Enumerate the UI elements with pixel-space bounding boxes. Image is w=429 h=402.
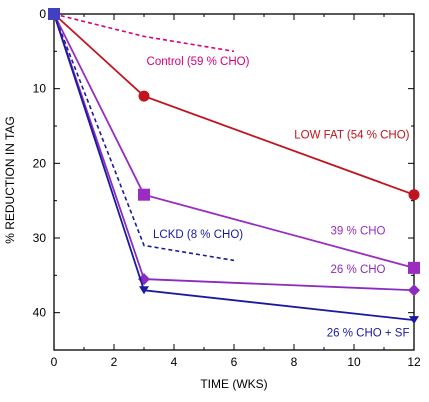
- y-tick-label: 40: [33, 306, 47, 320]
- series-lckd-8-cho: [48, 8, 235, 262]
- x-axis-title: TIME (WKS): [200, 377, 267, 391]
- x-tick-label: 4: [171, 355, 178, 369]
- point-low-fat-54-cho: [408, 189, 420, 201]
- series-layer: [48, 8, 420, 325]
- series-line-low-fat-54-cho: [53, 13, 415, 196]
- series-label-lckd-8-cho: LCKD (8 % CHO): [153, 229, 243, 241]
- point-39-cho: [138, 188, 150, 201]
- x-tick-label: 8: [291, 355, 298, 369]
- series-label-low-fat-54-cho: LOW FAT (54 % CHO): [294, 130, 409, 142]
- x-tick-label: 10: [347, 355, 361, 369]
- y-axis-title: % REDUCTION IN TAG: [3, 116, 17, 244]
- series-label-26-cho-sf: 26 % CHO + SF: [327, 328, 410, 340]
- series-label-26-cho: 26 % CHO: [331, 264, 386, 276]
- x-tick-label: 2: [111, 355, 118, 369]
- point-26-cho-sf: [139, 286, 149, 295]
- x-tick-label: 0: [51, 355, 58, 369]
- axes: 0 2 4 6 8 10 12 0 10 20 30 40: [33, 7, 421, 369]
- series-26-cho-sf: [48, 8, 419, 325]
- point-low-fat-54-cho: [138, 90, 150, 102]
- x-tick-label: 12: [407, 355, 421, 369]
- y-tick-label: 10: [33, 82, 47, 96]
- point-26-cho: [408, 284, 420, 297]
- y-tick-label: 30: [33, 231, 47, 245]
- point-39-cho: [408, 261, 420, 274]
- series-label-control-59-cho: Control (59 % CHO): [147, 56, 250, 68]
- series-label-39-cho: 39 % CHO: [331, 225, 386, 237]
- x-tick-label: 6: [231, 355, 238, 369]
- point-26-cho-sf: [409, 316, 419, 325]
- series-low-fat-54-cho: [48, 8, 420, 201]
- origin-marker: [48, 8, 60, 20]
- y-tick-label: 0: [39, 7, 46, 21]
- series-line-lckd-8-cho: [53, 13, 235, 262]
- labels-layer: Control (59 % CHO) LOW FAT (54 % CHO) 39 %…: [147, 56, 410, 340]
- y-tick-label: 20: [33, 156, 47, 170]
- series-line-control-59-cho: [53, 13, 235, 53]
